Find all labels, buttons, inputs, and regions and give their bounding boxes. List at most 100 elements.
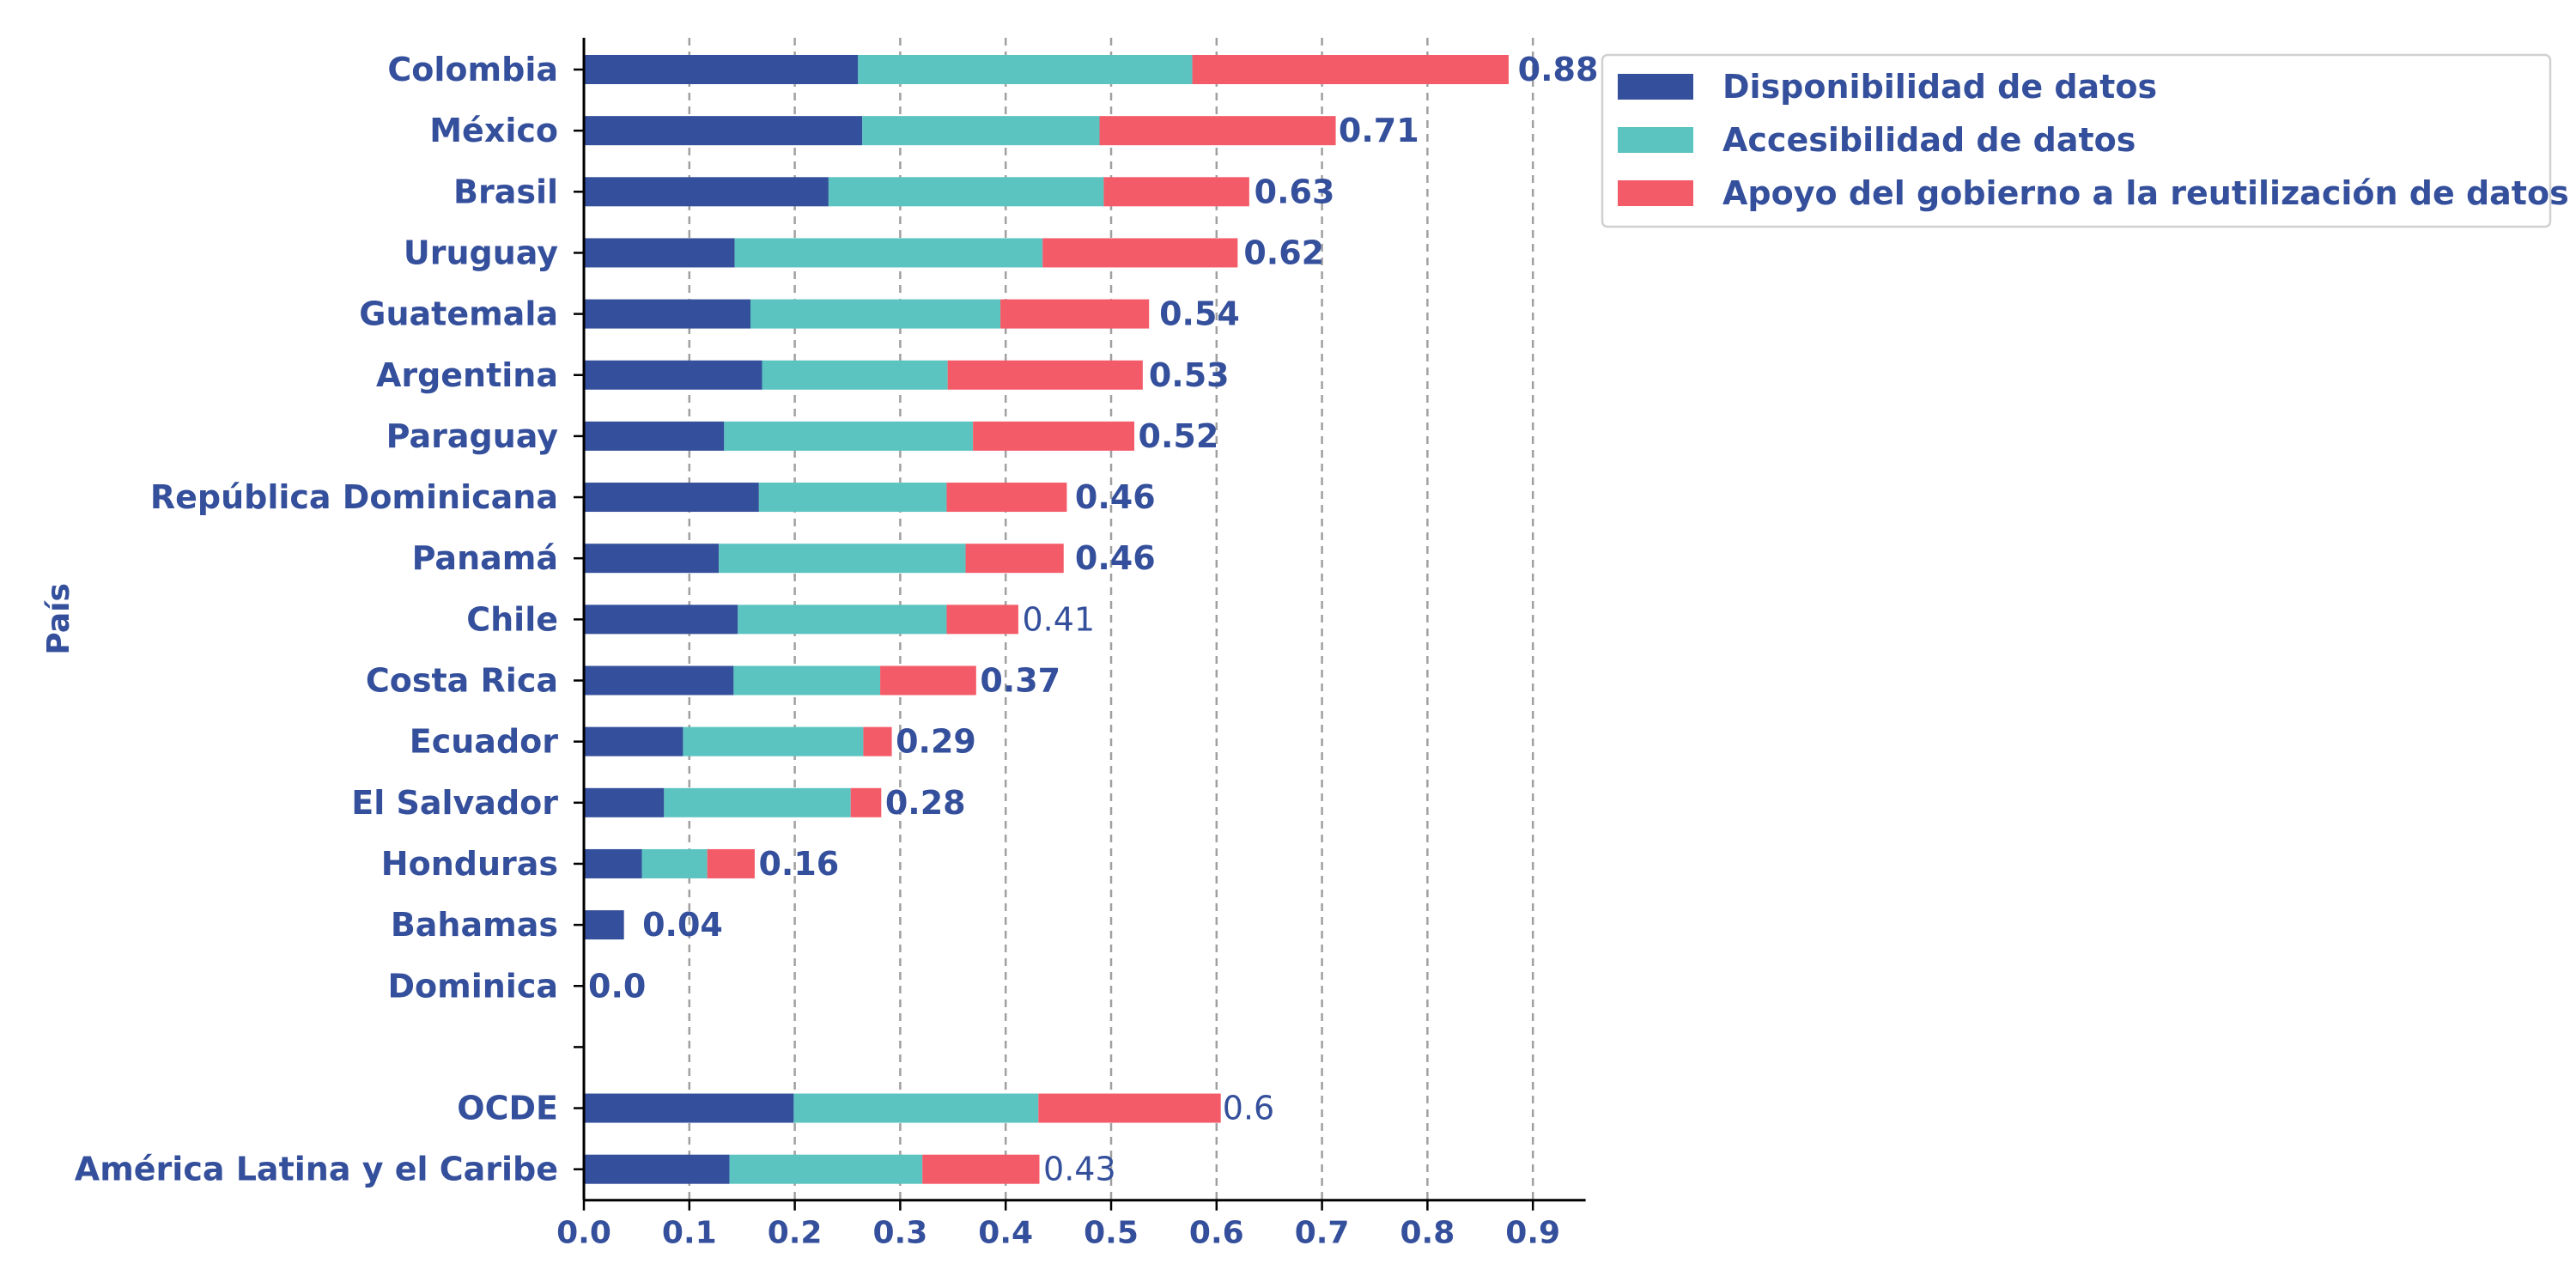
bar-segment-apoyo [850, 787, 882, 817]
category-label: Honduras [381, 845, 558, 883]
bar-segment-apoyo [880, 665, 976, 696]
total-value-label: 0.71 [1339, 112, 1419, 149]
category-label: El Salvador [351, 784, 558, 822]
bar-segment-disponibilidad [584, 848, 642, 878]
bar-segment-accesibilidad [862, 116, 1100, 146]
total-value-label: 0.88 [1518, 51, 1599, 88]
bar-segment-disponibilidad [584, 726, 683, 756]
x-tick-label: 0.9 [1505, 1216, 1560, 1251]
category-label: Guatemala [359, 295, 558, 333]
x-tick-label: 0.2 [768, 1216, 823, 1251]
bar-segment-apoyo [1042, 238, 1238, 268]
bar-segment-disponibilidad [584, 787, 665, 817]
bar-segment-disponibilidad [584, 665, 734, 696]
bar-segment-apoyo [707, 848, 755, 878]
total-value-label: 0.54 [1159, 295, 1240, 333]
bar-segment-accesibilidad [758, 483, 947, 513]
bar-segment-disponibilidad [584, 299, 751, 329]
category-label: Colombia [387, 51, 558, 88]
bar-segment-apoyo [922, 1154, 1040, 1184]
total-value-label: 0.53 [1149, 356, 1230, 394]
category-label: América Latina y el Caribe [75, 1151, 558, 1188]
bar-segment-accesibilidad [762, 360, 948, 390]
x-tick-label: 0.7 [1295, 1216, 1350, 1251]
total-value-label: 0.29 [896, 723, 976, 761]
total-value-label: 0.28 [885, 784, 966, 822]
legend-entry-label: Accesibilidad de datos [1722, 121, 2136, 159]
x-tick-label: 0.4 [978, 1216, 1033, 1251]
category-label: Panamá [412, 539, 558, 577]
total-value-label: 0.62 [1243, 234, 1324, 271]
category-label: Brasil [453, 173, 558, 210]
total-value-label: 0.52 [1139, 417, 1219, 455]
category-label: Chile [466, 600, 558, 638]
bar-segment-accesibilidad [828, 177, 1104, 207]
legend-entry-label: Disponibilidad de datos [1722, 68, 2157, 106]
total-value-label: 0.37 [980, 662, 1060, 700]
bar-segment-apoyo [863, 726, 892, 756]
axis-layer: 0.0 0.1 0.2 0.3 0.4 0.5 0.6 0.7 0.8 0.9 País [41, 38, 1586, 1251]
bar-segment-accesibilidad [733, 665, 881, 696]
bar-segment-disponibilidad [584, 421, 725, 451]
bar-segment-accesibilidad [641, 848, 708, 878]
bar-segment-disponibilidad [584, 910, 624, 940]
x-tick-label: 0.8 [1400, 1216, 1455, 1251]
bar-segment-disponibilidad [584, 116, 863, 146]
category-label: Dominica [387, 967, 558, 1005]
bar-segment-disponibilidad [584, 177, 829, 207]
category-label: OCDE [457, 1090, 558, 1127]
bar-segment-disponibilidad [584, 55, 859, 84]
bar-segment-apoyo [1038, 1093, 1221, 1123]
bar-segment-accesibilidad [683, 726, 864, 756]
legend-swatch-apoyo [1618, 180, 1693, 206]
bar-segment-apoyo [946, 483, 1067, 513]
category-label: México [429, 112, 558, 149]
bar-segment-accesibilidad [738, 605, 947, 635]
bar-segment-apoyo [1000, 299, 1150, 329]
bar-segment-accesibilidad [729, 1154, 923, 1184]
category-label: Paraguay [386, 417, 559, 455]
category-label: Costa Rica [366, 662, 558, 700]
category-label: Bahamas [391, 906, 558, 944]
bar-segment-apoyo [1103, 177, 1249, 207]
bar-segment-accesibilidad [724, 421, 974, 451]
bar-segment-disponibilidad [584, 483, 759, 513]
y-axis-title: País [41, 583, 76, 654]
bar-layer [584, 55, 1509, 1184]
bar-segment-disponibilidad [584, 238, 735, 268]
category-label: Uruguay [404, 234, 558, 271]
legend-box [1601, 53, 2552, 228]
bar-segment-apoyo [947, 360, 1143, 390]
category-label: Argentina [376, 356, 558, 394]
x-tick-label: 0.1 [662, 1216, 717, 1251]
legend-swatch-accesibilidad [1618, 127, 1693, 153]
bar-segment-accesibilidad [793, 1093, 1039, 1123]
bar-segment-accesibilidad [719, 544, 966, 574]
legend-swatch-disponibilidad [1618, 74, 1693, 100]
total-value-label: 0.43 [1043, 1151, 1116, 1188]
category-label: República Dominicana [150, 478, 558, 516]
total-value-label: 0.46 [1075, 539, 1156, 577]
x-tick-label: 0.0 [556, 1216, 611, 1251]
bar-segment-apoyo [1099, 116, 1336, 146]
category-label: Ecuador [410, 723, 558, 761]
x-tick-label: 0.5 [1084, 1216, 1139, 1251]
label-layer: Colombia México Brasil Uruguay Guatemala Arge… [75, 51, 1599, 1188]
total-value-label: 0.16 [758, 845, 839, 883]
bar-segment-accesibilidad [734, 238, 1043, 268]
x-tick-label: 0.3 [873, 1216, 928, 1251]
total-value-label: 0.6 [1223, 1090, 1274, 1127]
bar-segment-accesibilidad [858, 55, 1193, 84]
legend-entry-label: Apoyo del gobierno a la reutilización de… [1722, 174, 2569, 212]
total-value-label: 0.04 [642, 906, 723, 944]
bar-segment-disponibilidad [584, 1154, 730, 1184]
total-value-label: 0.46 [1075, 478, 1156, 516]
bar-segment-apoyo [946, 605, 1018, 635]
x-tick-label: 0.6 [1189, 1216, 1244, 1251]
bar-segment-disponibilidad [584, 605, 738, 635]
bar-segment-accesibilidad [750, 299, 1001, 329]
bar-segment-apoyo [973, 421, 1135, 451]
total-value-label: 0.63 [1255, 173, 1335, 210]
total-value-label: 0.0 [588, 967, 646, 1005]
